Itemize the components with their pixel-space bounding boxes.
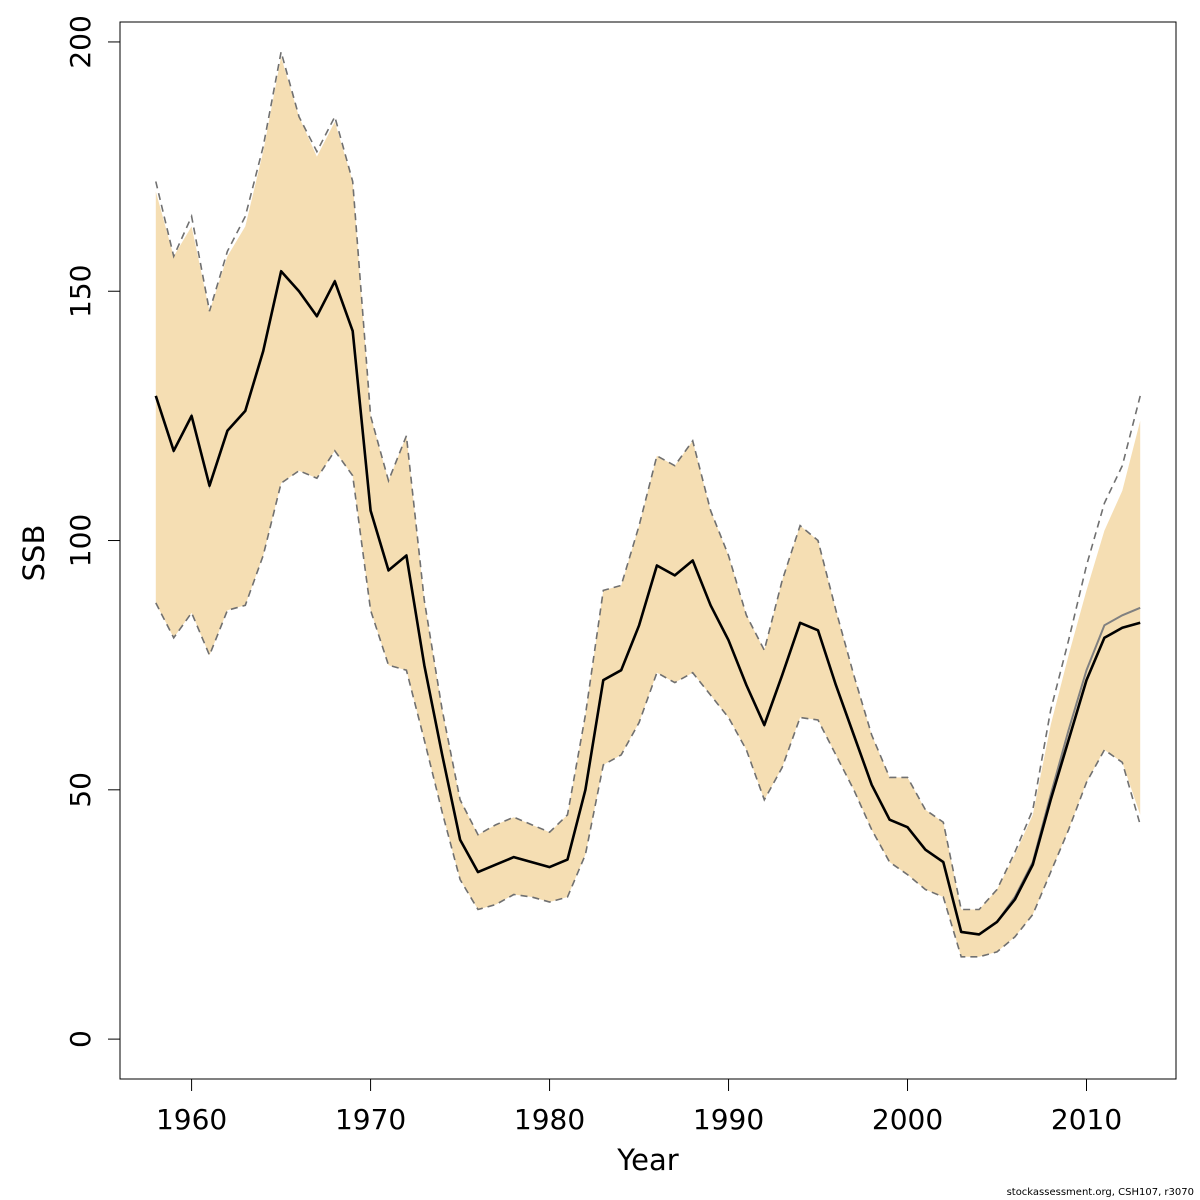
y-tick-label: 0 [64, 1030, 97, 1048]
y-tick-label: 200 [64, 15, 97, 68]
x-tick-label: 1980 [514, 1103, 585, 1136]
y-axis-title: SSB [17, 525, 51, 582]
y-tick-label: 100 [64, 514, 97, 567]
estimate-line [154, 269, 1141, 936]
confidence-band-area [155, 56, 1141, 957]
y-tick-label: 150 [64, 265, 97, 318]
axes: 1960 1970 1980 1990 2000 2010 0 50 100 150 200 [64, 15, 1177, 1136]
series-layer [154, 51, 1141, 958]
x-tick-label: 2000 [872, 1103, 943, 1136]
x-tick-label: 1970 [335, 1103, 406, 1136]
x-tick-label: 1990 [693, 1103, 764, 1136]
upper-bound-line [155, 51, 1141, 911]
x-tick-label: 1960 [156, 1103, 227, 1136]
footer-credit: stockassessment.org, CSH107, r3070 [1006, 1187, 1194, 1198]
y-tick-label: 50 [64, 772, 97, 808]
x-tick-label: 2010 [1051, 1103, 1122, 1136]
lower-bound-line [155, 449, 1141, 958]
x-axis-title: Year [616, 1143, 678, 1177]
confidence-band [155, 56, 1141, 957]
